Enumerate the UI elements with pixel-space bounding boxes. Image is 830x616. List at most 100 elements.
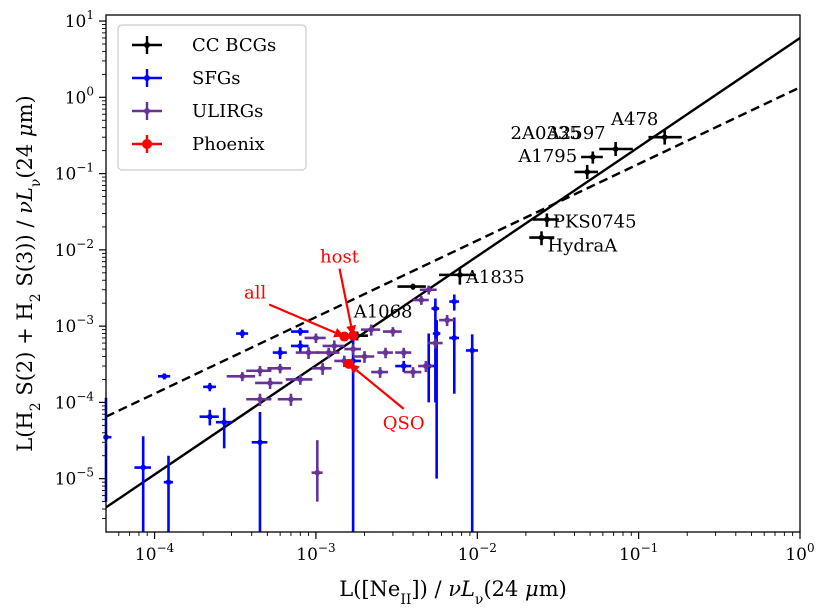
ulirgs-marker (267, 380, 273, 386)
annotation-text: QSO (383, 413, 425, 434)
sfgs-point (272, 347, 287, 360)
ulirgs-point (226, 372, 256, 382)
annotation-arrow-head (346, 324, 357, 336)
sfgs-marker (432, 305, 439, 312)
ulirgs-point (312, 362, 332, 375)
x-tick-label: 100 (785, 541, 814, 565)
point-label: HydraA (547, 236, 618, 257)
sfgs-marker (165, 479, 172, 485)
sfgs-point (395, 360, 412, 373)
sfgs-marker (140, 464, 146, 471)
annotation-host: host (320, 247, 360, 336)
cc-bcgs-marker (544, 216, 550, 223)
sfgs-marker (400, 363, 407, 369)
sfgs-point (431, 298, 440, 403)
x-axis-label: L([NeII]) / νLν(24 μm) (339, 577, 567, 608)
ulirgs-marker (390, 328, 396, 335)
sfgs-marker (433, 330, 440, 337)
sfgs-marker (451, 335, 458, 341)
fit-line-dashed (105, 86, 801, 418)
ulirgs-marker (325, 349, 332, 356)
sfgs-point (163, 455, 173, 532)
ulirgs-marker (432, 340, 439, 346)
ulirgs-point (315, 347, 340, 359)
cc-bcgs-marker (590, 154, 596, 160)
legend: CC BCGs SFGs ULIRGs Phoenix (117, 24, 307, 171)
cc-bcgs-marker (410, 283, 416, 290)
legend-entry-ulirgs: ULIRGs (132, 101, 263, 122)
ulirgs-point (413, 295, 429, 305)
sfgs-marker (297, 328, 304, 335)
ulirgs-marker (331, 343, 338, 349)
ulirgs-point (344, 344, 361, 355)
cc-bcgs-marker (612, 146, 619, 152)
ulirgs-point (439, 314, 455, 327)
x-axis: 10−4 10−3 10−2 10−1 100 (118, 532, 815, 565)
annotation-arrow-shaft (355, 369, 405, 410)
y-axis: 10−5 10−4 10−3 10−2 10−1 100 101 (55, 8, 106, 520)
ulirgs-marker (239, 373, 246, 380)
y-tick-label: 100 (65, 84, 94, 108)
annotation-arrow-head (348, 363, 360, 375)
cc-bcgs-marker (584, 169, 591, 175)
x-tick-label: 10−4 (135, 541, 175, 565)
y-tick-label: 10−1 (55, 161, 94, 185)
ulirgs-point (382, 327, 402, 337)
ulirgs-marker (257, 367, 263, 374)
point-label: A1068 (353, 302, 413, 323)
annotation-all: all (244, 283, 345, 338)
cc-bcgs-point (397, 283, 426, 290)
sfgs-marker (161, 373, 168, 380)
ulirgs-point (377, 347, 393, 359)
sfgs-point (251, 411, 268, 532)
ulirgs-marker (423, 363, 429, 369)
ulirgs-marker (368, 326, 374, 333)
ulirgs-marker (313, 335, 319, 341)
cc-bcgs-marker (538, 234, 545, 241)
ulirgs-marker (361, 353, 368, 360)
ulirgs-point (371, 367, 389, 378)
cc-bcgs-point: A1835 (439, 267, 525, 288)
ulirgs-point (403, 367, 422, 378)
sfgs-point (236, 329, 249, 338)
legend-entry-phoenix: Phoenix (132, 134, 265, 155)
cc-bcgs-marker (661, 134, 668, 140)
sfgs-point (449, 317, 459, 394)
ulirgs-marker (305, 349, 312, 356)
y-tick-label: 10−2 (55, 237, 94, 261)
cc-bcgs-point: A1795 (517, 146, 599, 179)
ulirgs-marker (410, 369, 416, 375)
ulirgs-point (295, 347, 320, 360)
legend-marker-dot (144, 42, 150, 48)
ulirgs-marker (377, 369, 383, 375)
ulirgs-marker (297, 376, 304, 383)
ulirgs-point (353, 351, 375, 363)
point-label: A1795 (517, 146, 577, 167)
y-tick-label: 10−3 (55, 313, 94, 337)
ulirgs-point (419, 285, 437, 295)
ulirgs-marker (319, 365, 326, 372)
fit-line-solid (105, 36, 801, 509)
annotation-text: all (244, 283, 266, 304)
plot-frame (105, 14, 801, 533)
sfgs-point (215, 407, 232, 449)
ulirgs-point (267, 363, 291, 374)
sfgs-point (134, 436, 151, 532)
sfgs-marker (207, 384, 213, 390)
y-tick-label: 101 (65, 8, 94, 32)
cc-bcgs-point: 2A0335 (511, 123, 603, 164)
ulirgs-point (285, 374, 313, 385)
ulirgs-point (360, 324, 381, 336)
ulirgs-point (277, 393, 303, 406)
sfgs-point (199, 409, 219, 426)
ulirgs-point (304, 333, 326, 344)
ulirgs-point (418, 360, 433, 373)
cc-bcgs-point: A478 (610, 109, 682, 145)
sfgs-point (203, 382, 216, 392)
point-label: A2597 (546, 123, 606, 144)
cc-bcgs-point: A2597 (546, 123, 633, 157)
y-tick-label: 10−5 (55, 466, 94, 490)
legend-entry-sfgs: SFGs (132, 68, 240, 89)
sfgs-marker (469, 347, 476, 354)
